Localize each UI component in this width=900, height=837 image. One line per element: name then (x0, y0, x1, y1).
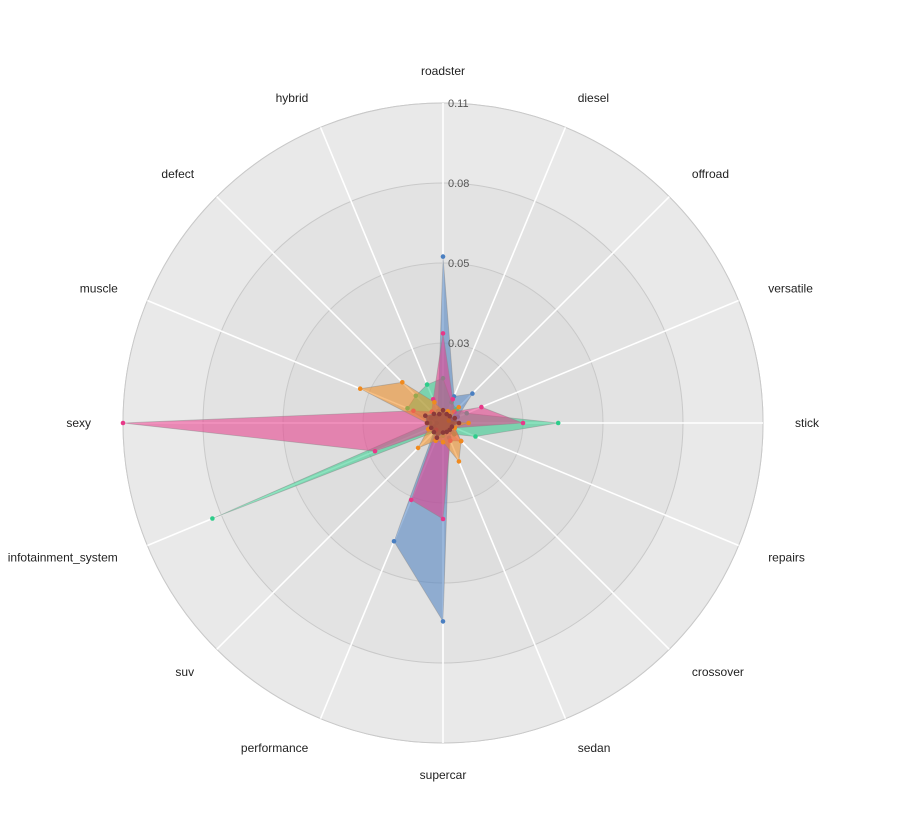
data-point-4-defect (431, 411, 437, 417)
chart-tick-labels: 0.03 0.05 0.08 0.11 (448, 98, 469, 350)
data-point-2-versatile (479, 404, 484, 410)
data-point-0-offroad (470, 391, 475, 396)
axis-label-infotainment_system: infotainment_system (8, 551, 118, 565)
chart-axis-labels: roadster diesel offroad versatile stick repai… (8, 64, 820, 782)
axis-label-crossover: crossover (692, 665, 744, 679)
data-point-4-sedan (444, 429, 450, 435)
axis-label-muscle: muscle (80, 281, 118, 295)
data-point-3-offroad (456, 404, 462, 410)
axis-label-sexy: sexy (66, 416, 91, 430)
data-point-2-stick (520, 420, 526, 426)
spoke-diesel (442, 127, 567, 424)
spoke-repairs (442, 422, 739, 547)
axis-label-hybrid: hybrid (276, 91, 309, 105)
data-point-0-roadster (440, 254, 446, 259)
data-point-1-repairs (473, 434, 478, 439)
data-point-4-hybrid (437, 411, 442, 417)
data-point-4-versatile (452, 415, 458, 421)
data-point-2-diesel (450, 397, 456, 402)
data-point-4-offroad (447, 413, 453, 419)
axis-label-defect: defect (161, 167, 194, 181)
tick-label: 0.08 (448, 178, 469, 190)
data-point-2-supercar (440, 516, 446, 522)
data-point-2-roadster (440, 331, 446, 336)
data-point-2-infotainment_system (372, 448, 378, 454)
spoke-sedan (442, 422, 567, 719)
data-point-2-sexy (120, 420, 126, 426)
spoke-crossover (442, 422, 670, 650)
data-point-4-performance (434, 435, 440, 441)
spoke-offroad (442, 196, 670, 424)
data-point-3-suv (415, 445, 421, 451)
axis-label-sedan: sedan (578, 741, 611, 755)
axis-label-repairs: repairs (768, 551, 805, 565)
axis-label-roadster: roadster (421, 64, 465, 78)
axis-label-offroad: offroad (692, 167, 729, 181)
spoke-versatile (442, 299, 739, 424)
data-point-3-defect (400, 380, 405, 385)
axis-label-suv: suv (175, 665, 194, 679)
spoke-suv (216, 422, 444, 650)
data-point-3-stick (466, 420, 471, 426)
data-point-2-performance (408, 497, 414, 503)
data-point-1-infotainment_system (210, 516, 215, 521)
data-point-3-sedan (456, 459, 462, 464)
axis-label-supercar: supercar (420, 768, 467, 782)
tick-label: 0.05 (448, 258, 469, 270)
data-point-0-performance (391, 539, 397, 544)
data-point-4-muscle (423, 413, 428, 419)
axis-label-versatile: versatile (768, 281, 813, 295)
axis-label-diesel: diesel (578, 91, 609, 105)
axis-label-performance: performance (241, 741, 309, 755)
data-point-4-supercar (440, 430, 446, 435)
data-point-1-hybrid (424, 382, 430, 387)
tick-label: 0.03 (448, 338, 469, 350)
data-point-3-hybrid (432, 400, 437, 405)
data-point-1-stick (555, 420, 561, 426)
data-point-4-suv (431, 429, 437, 435)
data-point-4-stick (456, 420, 462, 426)
axis-label-stick: stick (795, 416, 820, 430)
spoke-hybrid (319, 127, 444, 424)
data-point-3-crossover (458, 438, 464, 444)
data-point-3-supercar (440, 439, 446, 445)
data-point-4-sexy (424, 420, 430, 426)
chart-series (120, 254, 561, 624)
data-point-0-supercar (440, 619, 446, 624)
tick-label: 0.11 (448, 98, 469, 110)
data-point-3-muscle (357, 386, 363, 392)
data-point-4-roadster (440, 407, 446, 413)
data-point-4-infotainment_system (428, 425, 434, 431)
